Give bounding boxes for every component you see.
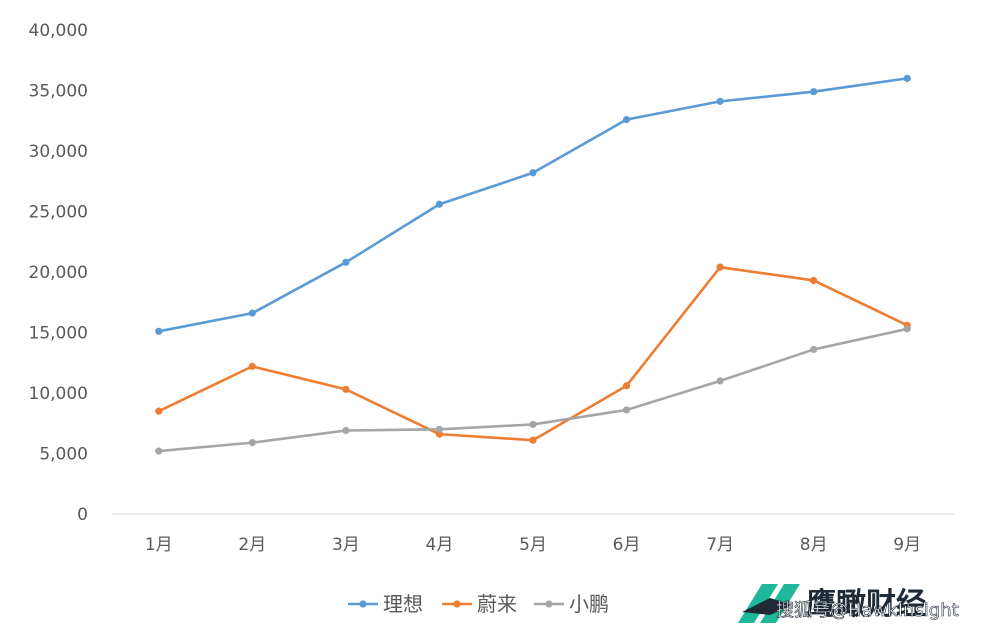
data-point bbox=[529, 169, 537, 177]
data-point bbox=[155, 327, 163, 335]
data-point bbox=[622, 382, 631, 390]
data-point bbox=[903, 74, 911, 82]
legend-label: 小鹏 bbox=[569, 592, 609, 616]
legend-item: 蔚来 bbox=[442, 592, 517, 616]
series-line bbox=[157, 265, 909, 442]
data-point bbox=[435, 200, 444, 208]
x-tick-label: 6月 bbox=[613, 535, 641, 555]
data-point bbox=[622, 406, 631, 414]
brand-name: 鹰瞰财经 bbox=[806, 587, 926, 622]
legend-item: 小鹏 bbox=[534, 592, 609, 616]
y-tick-label: 35,000 bbox=[29, 82, 88, 102]
legend-label: 蔚来 bbox=[477, 592, 517, 616]
data-point bbox=[810, 276, 818, 285]
data-point bbox=[342, 258, 350, 266]
legend-label: 理想 bbox=[383, 592, 423, 616]
y-tick-label: 40,000 bbox=[29, 21, 88, 41]
data-point bbox=[529, 436, 537, 444]
data-point bbox=[529, 420, 537, 429]
legend: 理想 蔚来 小鹏 bbox=[348, 592, 609, 616]
y-tick-label: 15,000 bbox=[29, 324, 88, 344]
legend-swatch-marker bbox=[359, 600, 367, 608]
y-tick-label: 30,000 bbox=[29, 142, 88, 162]
data-point bbox=[155, 447, 163, 455]
data-point bbox=[248, 362, 256, 370]
y-tick-label: 5,000 bbox=[39, 445, 88, 465]
watermark-caption: 搜狐号@HawkInsight bbox=[776, 600, 959, 621]
data-point bbox=[435, 425, 444, 433]
y-tick-label: 10,000 bbox=[29, 384, 88, 404]
legend-swatch-marker bbox=[453, 600, 461, 608]
y-axis: 0 5,000 10,000 15,000 20,000 25,000 30,000 35,0… bbox=[29, 21, 88, 525]
x-tick-label: 5月 bbox=[519, 535, 547, 555]
x-tick-label: 2月 bbox=[238, 535, 266, 555]
x-axis: 1月 2月 3月 4月 5月 6月 7月 8月 9月 bbox=[145, 535, 921, 555]
y-tick-label: 20,000 bbox=[29, 263, 88, 283]
data-point bbox=[810, 345, 818, 354]
series-line bbox=[157, 327, 909, 453]
data-point bbox=[716, 263, 724, 271]
x-tick-label: 1月 bbox=[145, 535, 173, 555]
x-tick-label: 4月 bbox=[426, 535, 454, 555]
brand-logo-icon bbox=[738, 584, 800, 623]
legend-item: 理想 bbox=[348, 592, 423, 616]
data-point bbox=[622, 115, 631, 124]
x-tick-label: 8月 bbox=[800, 535, 828, 555]
data-point bbox=[810, 88, 818, 96]
data-point bbox=[716, 377, 724, 385]
y-tick-label: 0 bbox=[77, 505, 88, 525]
x-tick-label: 3月 bbox=[332, 535, 360, 555]
series-line bbox=[157, 77, 909, 333]
x-tick-label: 9月 bbox=[893, 535, 921, 555]
x-tick-label: 7月 bbox=[706, 535, 734, 555]
data-point bbox=[248, 309, 256, 317]
watermark: 鹰瞰财经 搜狐号@HawkInsight bbox=[738, 584, 959, 623]
data-point bbox=[342, 385, 350, 393]
data-point bbox=[155, 407, 163, 415]
series-3 bbox=[155, 325, 911, 455]
data-point bbox=[342, 426, 350, 435]
data-point bbox=[903, 325, 911, 333]
data-point bbox=[248, 439, 256, 447]
legend-swatch-marker bbox=[545, 600, 553, 608]
series-group bbox=[155, 74, 911, 455]
data-point bbox=[716, 97, 724, 105]
y-tick-label: 25,000 bbox=[29, 203, 88, 223]
series-1 bbox=[155, 74, 911, 335]
series-2 bbox=[155, 263, 911, 444]
